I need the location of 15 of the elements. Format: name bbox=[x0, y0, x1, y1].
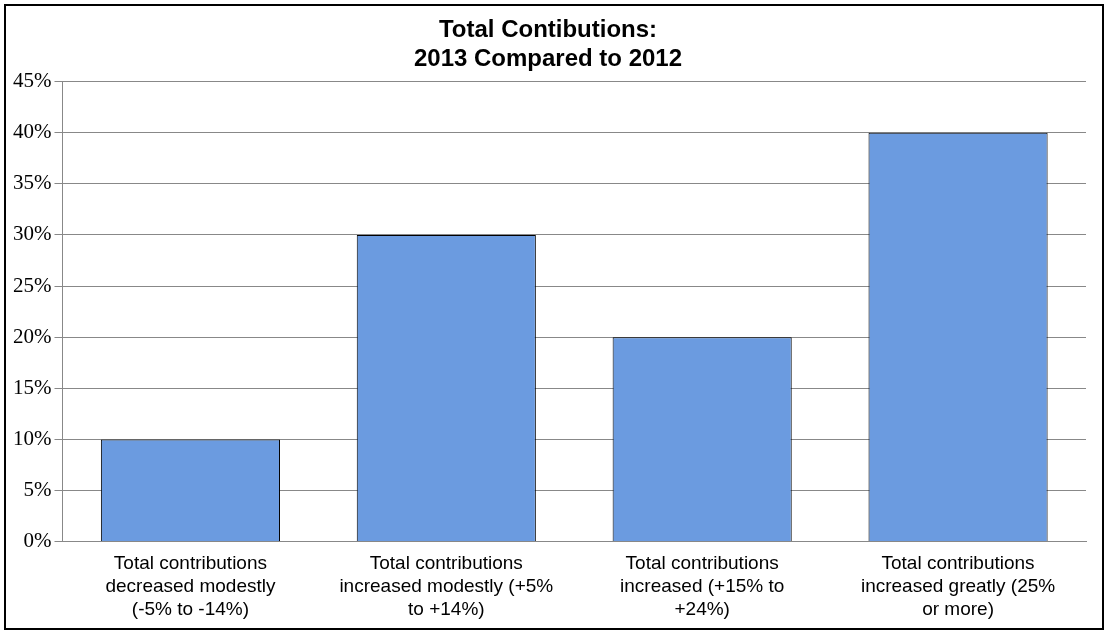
y-tick-label: 40% bbox=[12, 119, 52, 144]
chart-title: Total Contibutions: 2013 Compared to 2012 bbox=[413, 15, 683, 71]
y-tick-label: 5% bbox=[23, 477, 52, 501]
y-tick-label: 45% bbox=[12, 68, 52, 93]
y-tick-label: 20% bbox=[12, 323, 52, 348]
x-tick-label: Total contributions increased (+15% to +24%) bbox=[620, 552, 785, 619]
x-tick-label: Total contributions increased greatly (25% or more) bbox=[860, 552, 1056, 619]
y-tick-label: 25% bbox=[12, 272, 52, 297]
y-tick-label: 0% bbox=[23, 528, 52, 553]
x-tick-label: Total contributions increased modestly (+5% to +14%) bbox=[339, 552, 554, 619]
y-tick-label: 15% bbox=[12, 374, 52, 399]
y-tick-label: 10% bbox=[12, 425, 52, 450]
x-tick-label: Total contributions decreased modestly (-5% to -14%) bbox=[105, 552, 276, 619]
y-tick-label: 35% bbox=[12, 170, 52, 195]
y-tick-label: 30% bbox=[12, 221, 52, 246]
